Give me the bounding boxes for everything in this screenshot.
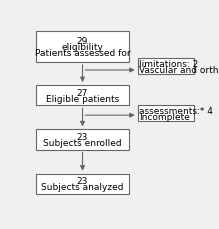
Text: 23: 23 (77, 177, 88, 185)
Text: 27: 27 (77, 88, 88, 97)
Text: eligibility: eligibility (62, 43, 103, 52)
Text: Eligible patients: Eligible patients (46, 94, 119, 103)
FancyBboxPatch shape (36, 174, 129, 194)
Text: Incomplete: Incomplete (140, 112, 190, 121)
FancyBboxPatch shape (138, 106, 194, 122)
Text: limitations: 2: limitations: 2 (140, 60, 199, 69)
FancyBboxPatch shape (36, 32, 129, 63)
Text: Vascular and orthopedic: Vascular and orthopedic (140, 65, 219, 75)
FancyBboxPatch shape (138, 59, 194, 75)
Text: Subjects enrolled: Subjects enrolled (43, 138, 122, 147)
FancyBboxPatch shape (36, 86, 129, 106)
Text: Subjects analyzed: Subjects analyzed (41, 183, 124, 191)
Text: 23: 23 (77, 133, 88, 142)
Text: assessments:* 4: assessments:* 4 (140, 106, 213, 115)
Text: Patients assessed for: Patients assessed for (35, 49, 130, 58)
FancyBboxPatch shape (36, 130, 129, 150)
Text: 29: 29 (77, 37, 88, 46)
